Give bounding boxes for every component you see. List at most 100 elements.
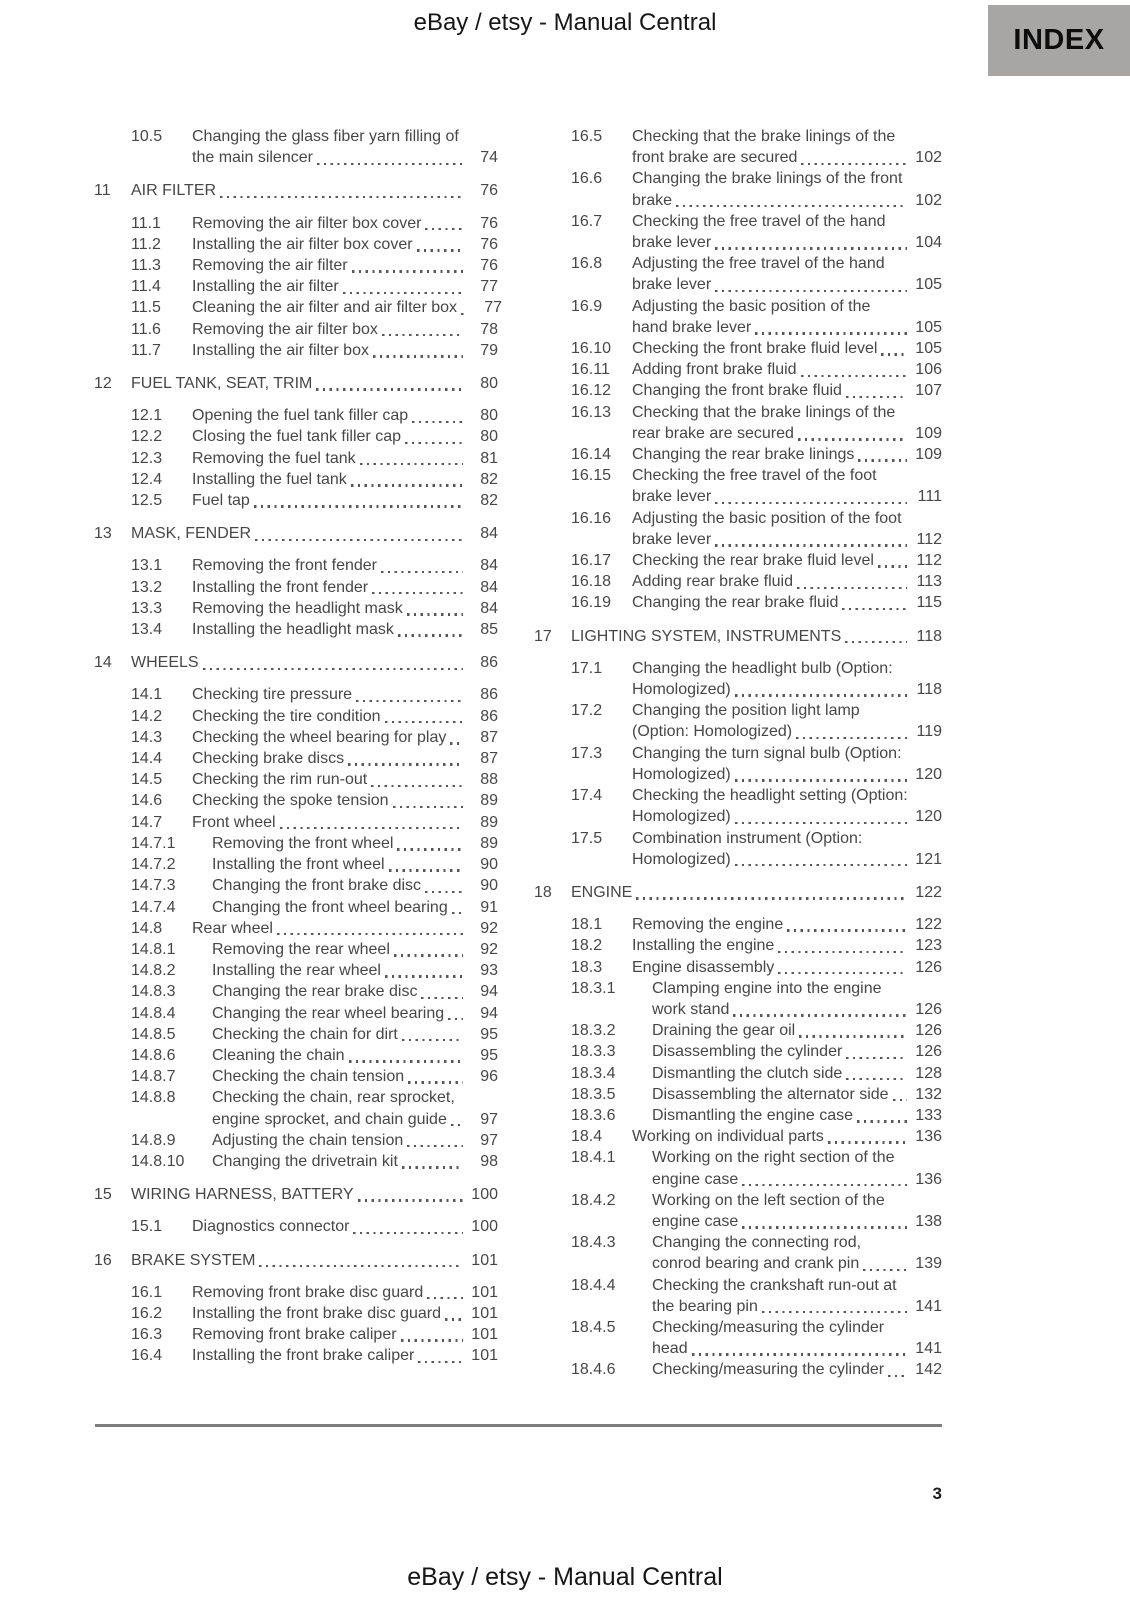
toc-entry-title: Checking the wheel bearing for play bbox=[192, 728, 447, 746]
toc-entry: 18.3 Engine disassembly 126 bbox=[533, 957, 942, 978]
toc-entry-page: 101 bbox=[471, 1347, 498, 1365]
toc-entry-page: 82 bbox=[480, 492, 498, 510]
toc-line: 18.2 Installing the engine 123 bbox=[533, 935, 942, 956]
dot-leader bbox=[778, 950, 907, 954]
toc-line: 11 AIR FILTER 76 bbox=[93, 180, 498, 201]
toc-entry-title: Adjusting the chain tension bbox=[212, 1131, 404, 1149]
dot-leader bbox=[401, 1166, 463, 1169]
toc-entry-number: 12.3 bbox=[131, 449, 163, 467]
toc-entry-number: 12.5 bbox=[131, 492, 163, 510]
toc-entry: 16.16 Adjusting the basic position of the… bbox=[533, 508, 942, 550]
toc-entry-page: 142 bbox=[915, 1361, 942, 1379]
toc-entry-page: 92 bbox=[480, 919, 498, 937]
dot-leader bbox=[350, 484, 463, 487]
toc-line: (Option: Homologized) 119 bbox=[533, 721, 942, 742]
toc-line: 17.4 Checking the headlight setting (Opti… bbox=[533, 785, 942, 806]
toc-line: 17.5 Combination instrument (Option: bbox=[533, 828, 942, 849]
toc-entry-number: 11 bbox=[94, 182, 111, 200]
toc-entry-number: 12.4 bbox=[131, 470, 163, 488]
toc-line: 18.4.4 Checking the crankshaft run-out at bbox=[533, 1275, 942, 1296]
dot-leader bbox=[827, 1141, 907, 1144]
toc-entry-number: 16.18 bbox=[571, 573, 612, 591]
toc-entry: 16.2 Installing the front brake disc guar… bbox=[93, 1303, 498, 1324]
toc-entry-page: 82 bbox=[480, 470, 498, 488]
toc-section-title: FUEL TANK, SEAT, TRIM bbox=[131, 375, 313, 393]
toc-entry: 17.1 Changing the headlight bulb (Option:… bbox=[533, 658, 942, 700]
toc-line: 14.7.2 Installing the front wheel 90 bbox=[93, 854, 498, 875]
toc-entry-title: Changing the position light lamp bbox=[632, 702, 860, 720]
dot-leader bbox=[372, 355, 463, 358]
toc-entry-number: 14.8.8 bbox=[131, 1089, 176, 1107]
toc-entry-page: 107 bbox=[915, 382, 942, 400]
toc-entry-number: 15 bbox=[94, 1186, 112, 1204]
toc-entry-title: Changing the front wheel bearing bbox=[212, 898, 448, 916]
dot-leader bbox=[405, 441, 463, 445]
dot-leader bbox=[356, 699, 463, 703]
toc-line: Homologized) 121 bbox=[533, 849, 942, 870]
toc-line: 17.1 Changing the headlight bulb (Option: bbox=[533, 658, 942, 679]
toc-entry: 14.8.4 Changing the rear wheel bearing 94 bbox=[93, 1003, 498, 1024]
toc-entry-page: 113 bbox=[916, 573, 942, 591]
toc-entry: 13.4 Installing the headlight mask 85 bbox=[93, 619, 498, 640]
toc-entry-number: 14.8.6 bbox=[131, 1046, 176, 1064]
dot-leader bbox=[691, 1353, 907, 1356]
toc-entry-number: 18.4.6 bbox=[571, 1361, 616, 1379]
dot-leader bbox=[393, 954, 463, 957]
toc-entry: 18.4.2 Working on the left section of the… bbox=[533, 1190, 942, 1232]
toc-entry-title: Changing the rear brake fluid bbox=[632, 594, 839, 612]
toc-entry-page: 81 bbox=[480, 449, 498, 467]
dot-leader bbox=[397, 848, 463, 851]
toc-entry-number: 11.4 bbox=[131, 278, 161, 296]
dot-leader bbox=[416, 249, 463, 252]
dot-leader bbox=[316, 162, 463, 165]
toc-entry-page: 76 bbox=[480, 235, 498, 253]
toc-entry-page: 109 bbox=[915, 446, 942, 464]
toc-entry-page: 102 bbox=[915, 191, 942, 209]
toc-entry-number: 12.2 bbox=[131, 428, 163, 446]
dot-leader bbox=[734, 694, 907, 697]
toc-entry-page: 98 bbox=[480, 1152, 498, 1170]
toc-entry-number: 12 bbox=[94, 375, 112, 393]
toc-line: 14.3 Checking the wheel bearing for play 8… bbox=[93, 727, 498, 748]
toc-entry-number: 14.8.9 bbox=[131, 1131, 176, 1149]
toc-entry-page: 139 bbox=[915, 1255, 942, 1273]
toc-section: 12 FUEL TANK, SEAT, TRIM 80 bbox=[93, 373, 498, 394]
toc-entry-page: 95 bbox=[480, 1046, 498, 1064]
toc-line: 15.1 Diagnostics connector 100 bbox=[93, 1216, 498, 1237]
toc-entry-title: Changing the rear brake disc bbox=[212, 983, 418, 1001]
toc-entry-number: 14.8.4 bbox=[131, 1004, 176, 1022]
toc-line: 18.3 Engine disassembly 126 bbox=[533, 957, 942, 978]
toc-entry: 12.4 Installing the fuel tank 82 bbox=[93, 469, 498, 490]
dot-leader bbox=[451, 911, 463, 915]
page-number: 3 bbox=[932, 1484, 942, 1503]
toc-entry-page: 89 bbox=[480, 792, 498, 810]
toc-line: 16.17 Checking the rear brake fluid level… bbox=[533, 550, 942, 571]
toc-line: 16.11 Adding front brake fluid 106 bbox=[533, 359, 942, 380]
toc-entry-number: 18.4.2 bbox=[571, 1191, 616, 1209]
toc-line: 16.2 Installing the front brake disc guar… bbox=[93, 1303, 498, 1324]
toc-entry: 17.2 Changing the position light lamp (Opt… bbox=[533, 700, 942, 742]
toc-entry-title: Installing the fuel tank bbox=[192, 470, 347, 488]
dot-leader bbox=[392, 805, 463, 809]
toc-entry: 16.12 Changing the front brake fluid 107 bbox=[533, 380, 942, 401]
toc-entry: 13.2 Installing the front fender 84 bbox=[93, 577, 498, 598]
toc-entry-title: Checking the chain tension bbox=[212, 1068, 405, 1086]
toc-entry-page: 120 bbox=[915, 765, 942, 783]
dot-leader bbox=[371, 784, 463, 787]
toc-entry-page: 76 bbox=[480, 257, 498, 275]
toc-entry-page: 101 bbox=[471, 1304, 498, 1322]
toc-entry: 11.3 Removing the air filter 76 bbox=[93, 255, 498, 276]
toc-entry: 13.1 Removing the front fender 84 bbox=[93, 555, 498, 576]
toc-entry-title: engine case bbox=[652, 1212, 739, 1230]
toc-entry-number: 10.5 bbox=[131, 128, 163, 145]
toc-entry: 10.5 Changing the glass fiber yarn fillin… bbox=[93, 126, 498, 168]
toc-entry-title: the bearing pin bbox=[652, 1297, 758, 1315]
toc-entry-number: 18.4.5 bbox=[571, 1318, 616, 1336]
dot-leader bbox=[845, 640, 907, 644]
toc-entry-number: 16.15 bbox=[571, 467, 612, 485]
toc-entry-page: 87 bbox=[480, 728, 498, 746]
toc-line: 11.5 Cleaning the air filter and air filt… bbox=[93, 297, 502, 318]
toc-line: 16.5 Checking that the brake linings of t… bbox=[533, 126, 942, 147]
toc-line: the bearing pin 141 bbox=[533, 1296, 942, 1317]
toc-entry-title: Engine disassembly bbox=[632, 958, 775, 976]
